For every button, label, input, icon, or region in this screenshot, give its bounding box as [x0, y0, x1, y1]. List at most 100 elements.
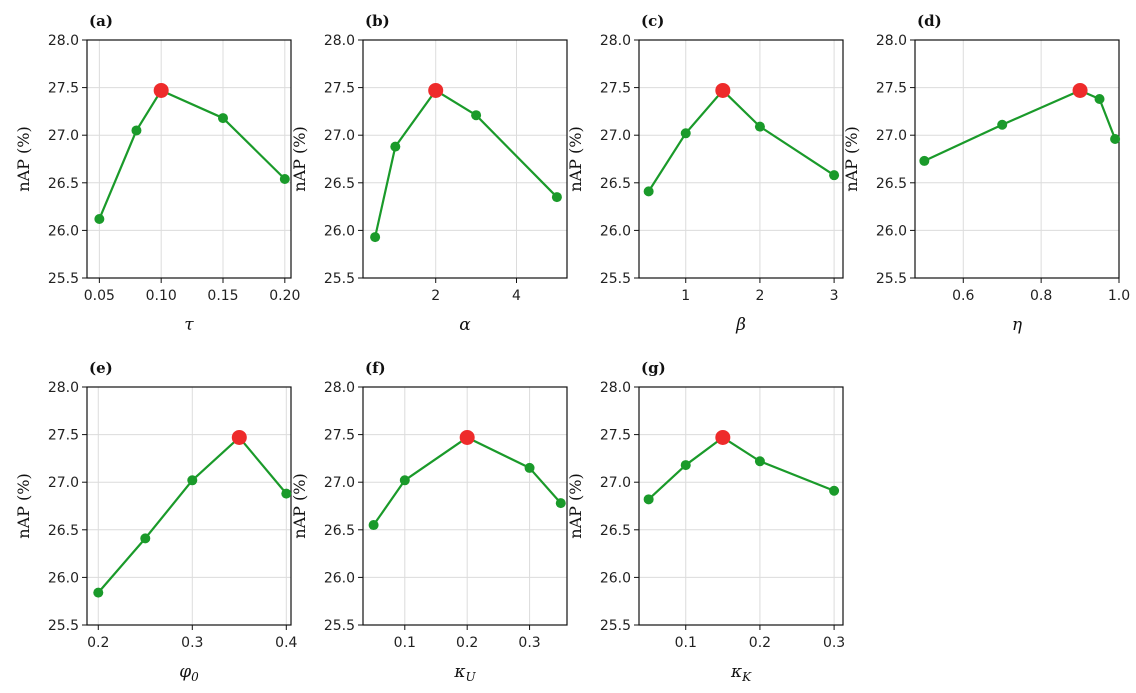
y-tick-label: 27.0: [600, 128, 631, 144]
x-tick-label: 0.20: [269, 288, 300, 304]
data-point: [471, 110, 482, 121]
x-tick-label: 0.1: [675, 635, 697, 651]
y-tick-label: 25.5: [600, 271, 631, 287]
panel-label: (f): [365, 359, 386, 377]
y-tick-label: 27.0: [876, 128, 907, 144]
plot-frame: [638, 386, 844, 626]
x-axis-label: β: [735, 315, 746, 335]
data-point: [187, 475, 198, 486]
panel-label: (g): [641, 359, 666, 377]
plot-frame: [86, 386, 292, 626]
best-point: [715, 429, 731, 445]
data-point: [555, 498, 566, 509]
data-point: [643, 494, 654, 505]
data-point: [524, 462, 535, 473]
data-point: [1110, 134, 1121, 145]
x-tick-label: 0.05: [84, 288, 115, 304]
subplot-a: 25.5 26.0 26.5 27.0 27.5 28.0 0.05 0.10 0.15 0.20…: [14, 12, 300, 335]
y-tick-label: 27.0: [324, 128, 355, 144]
data-point: [680, 460, 691, 471]
data-point: [368, 520, 379, 531]
y-tick-label: 27.5: [324, 81, 355, 97]
x-tick-label: 0.6: [952, 288, 974, 304]
y-tick-label: 25.5: [324, 618, 355, 634]
data-point: [390, 141, 401, 152]
data-point: [131, 125, 142, 136]
y-tick-label: 28.0: [48, 380, 79, 396]
best-point: [153, 82, 169, 98]
data-point: [829, 170, 840, 181]
series-line: [923, 89, 1117, 162]
y-tick-label: 26.0: [48, 570, 79, 586]
best-point: [428, 82, 444, 98]
x-axis-label: φ0: [179, 662, 199, 684]
y-tick-label: 26.5: [600, 176, 631, 192]
x-tick-label: 0.15: [207, 288, 238, 304]
data-point: [281, 488, 292, 499]
x-tick-label: 0.2: [87, 635, 109, 651]
panel-label: (a): [89, 12, 113, 30]
subplot-g: 25.5 26.0 26.5 27.0 27.5 28.0 0.1 0.2 0.3 nAP (%)…: [566, 359, 845, 684]
panel-label: (d): [917, 12, 942, 30]
y-tick-label: 26.0: [600, 223, 631, 239]
x-tick-label: 0.3: [823, 635, 845, 651]
y-tick-label: 26.5: [876, 176, 907, 192]
y-tick-label: 26.0: [600, 570, 631, 586]
y-tick-label: 26.5: [48, 523, 79, 539]
y-tick-label: 25.5: [48, 618, 79, 634]
y-tick-label: 26.5: [48, 176, 79, 192]
best-point: [231, 429, 247, 445]
data-point: [919, 155, 930, 166]
y-axis-label: nAP (%): [14, 126, 33, 191]
y-tick-label: 26.0: [324, 223, 355, 239]
x-axis-label: κU: [453, 662, 476, 684]
y-tick-label: 25.5: [324, 271, 355, 287]
x-tick-label: 0.10: [146, 288, 177, 304]
y-tick-label: 26.0: [876, 223, 907, 239]
x-tick-label: 0.4: [275, 635, 297, 651]
x-axis-label: κK: [730, 662, 752, 684]
subplot-e: 25.5 26.0 26.5 27.0 27.5 28.0 0.2 0.3 0.4 nAP (%)…: [14, 359, 298, 684]
x-tick-label: 2: [431, 288, 440, 304]
data-point: [218, 113, 228, 124]
data-point: [370, 232, 381, 243]
y-tick-label: 25.5: [600, 618, 631, 634]
data-point: [399, 475, 410, 486]
data-point: [997, 119, 1008, 130]
y-axis-label: nAP (%): [566, 473, 585, 538]
data-point: [551, 192, 562, 203]
subplot-c: 25.5 26.0 26.5 27.0 27.5 28.0 1 2 3 nAP (%) β (c): [566, 12, 844, 335]
plot-frame: [914, 39, 1120, 279]
y-tick-label: 27.5: [600, 81, 631, 97]
x-tick-label: 3: [830, 288, 839, 304]
y-tick-label: 26.0: [324, 570, 355, 586]
y-tick-label: 26.5: [324, 523, 355, 539]
y-tick-label: 27.0: [324, 475, 355, 491]
series-line: [647, 436, 835, 501]
x-tick-label: 4: [512, 288, 521, 304]
y-axis-label: nAP (%): [566, 126, 585, 191]
data-point: [93, 587, 104, 598]
plot-frame: [362, 386, 568, 626]
y-tick-label: 28.0: [48, 33, 79, 49]
x-tick-label: 0.3: [181, 635, 203, 651]
subplot-b: 25.5 26.0 26.5 27.0 27.5 28.0 2 4 nAP (%) α (b): [290, 12, 568, 335]
series-line: [98, 89, 286, 220]
y-tick-label: 28.0: [876, 33, 907, 49]
subplot-d: 25.5 26.0 26.5 27.0 27.5 28.0 0.6 0.8 1.0 nAP (%)…: [842, 12, 1130, 335]
x-tick-label: 1: [681, 288, 690, 304]
panel-label: (e): [89, 359, 113, 377]
y-tick-label: 27.0: [600, 475, 631, 491]
data-point: [140, 533, 151, 544]
x-tick-label: 0.3: [518, 635, 540, 651]
y-tick-label: 25.5: [876, 271, 907, 287]
series-line: [374, 89, 558, 238]
y-tick-label: 27.0: [48, 475, 79, 491]
x-tick-label: 2: [755, 288, 764, 304]
data-point: [94, 213, 105, 224]
best-point: [715, 82, 731, 98]
y-tick-label: 27.5: [48, 81, 79, 97]
data-point: [754, 121, 765, 132]
x-tick-label: 1.0: [1108, 288, 1130, 304]
x-axis-label: α: [459, 315, 471, 335]
